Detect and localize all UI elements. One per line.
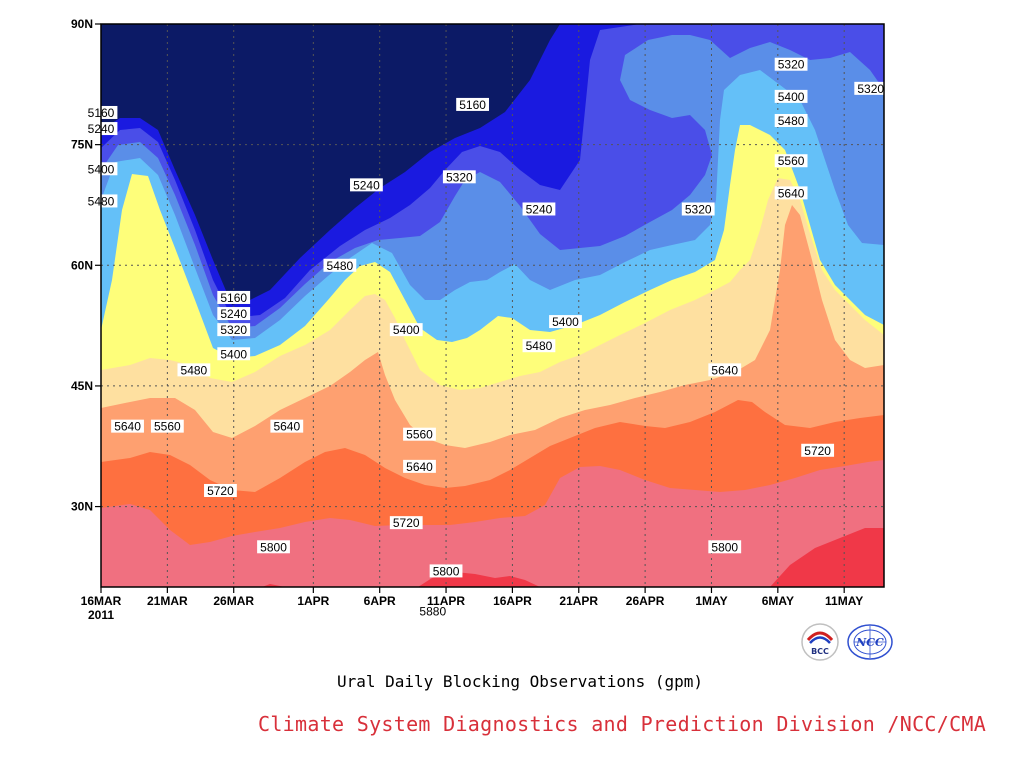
contour-label-box: [801, 443, 835, 457]
contour-label-box: [522, 202, 556, 216]
contour-label-box: [217, 307, 251, 321]
contour-label: 5400: [778, 90, 805, 104]
contour-label-box: [522, 339, 556, 353]
contour-label-box: [389, 516, 423, 530]
contour-label-box: [389, 323, 423, 337]
band-5800-5880: [101, 460, 884, 587]
contour-label: 5320: [685, 202, 712, 216]
contour-label-box: [204, 483, 237, 497]
x-tick-label: 21APR: [559, 594, 598, 608]
contour-label: 5240: [353, 178, 380, 192]
contour-label-box: [217, 290, 251, 304]
plot-frame: [100, 23, 885, 588]
contour-label: 5160: [220, 291, 247, 305]
contour-label-box: [403, 427, 436, 441]
x-tick-label: 21MAR: [147, 594, 188, 608]
filled-contour-bands: [101, 24, 884, 587]
contour-label-box: [456, 97, 489, 111]
contour-label-box: [442, 170, 476, 184]
contour-label-box: [217, 323, 251, 337]
contour-label: 5480: [181, 363, 208, 377]
contour-label-box: [217, 347, 251, 361]
contour-label-box: [774, 154, 808, 168]
bcc-logo-text: BCC: [811, 647, 829, 656]
contour-label: 5800: [260, 540, 287, 554]
contour-label-box: [774, 57, 808, 71]
contour-label-box: [403, 459, 436, 473]
contour-label: 5560: [406, 428, 433, 442]
contour-label-box: [681, 202, 715, 216]
contour-label: 5720: [207, 484, 234, 498]
contour-label: 5640: [406, 460, 433, 474]
x-tick-label: 11APR: [427, 594, 465, 608]
contour-label-box: [774, 186, 808, 200]
ncc-logo-text: NCC: [855, 636, 884, 649]
x-tick-label: 1APR: [297, 594, 329, 608]
contour-label: 5240: [220, 307, 247, 321]
ncc-logo: NCC: [846, 622, 894, 662]
contour-labels: 5160 5240 5400 5480 5640 5160 5240 5320 5400 5480…: [84, 57, 888, 619]
x-tick-label: 16MAR: [81, 594, 122, 608]
x-tick-label: 26APR: [626, 594, 665, 608]
contour-label: 5720: [393, 516, 420, 530]
credit-line: Climate System Diagnostics and Predictio…: [258, 712, 987, 736]
contour-label: 5240: [526, 202, 553, 216]
x-year-label: 2011: [88, 608, 114, 622]
contour-label: 5720: [804, 444, 831, 458]
contour-label: 5320: [857, 82, 884, 96]
contour-label: 5320: [446, 170, 473, 184]
contour-label: 5480: [526, 339, 553, 353]
contour-label-box: [150, 419, 184, 433]
contour-label: 5160: [459, 98, 486, 112]
y-tick-label: 60N: [71, 258, 93, 272]
x-tick-label: 11MAY: [825, 594, 863, 608]
y-tick-label: 90N: [71, 17, 93, 31]
contour-label: 5480: [778, 114, 805, 128]
contour-label: 5560: [154, 420, 181, 434]
y-tick-label: 45N: [71, 379, 93, 393]
chart-title: Ural Daily Blocking Observations (gpm): [336, 672, 704, 691]
y-tick-label: 75N: [71, 138, 93, 152]
contour-label: 5320: [220, 323, 247, 337]
contour-label-box: [350, 178, 383, 192]
contour-label-box: [323, 258, 357, 272]
contour-label: 5640: [778, 186, 805, 200]
contour-label: 5880: [419, 605, 446, 619]
band-above-5880-south-east: [770, 528, 884, 587]
contour-label-box: [111, 419, 144, 433]
contour-label: 5640: [273, 420, 300, 434]
contour-label-box: [854, 81, 888, 95]
contour-label-box: [177, 363, 211, 377]
contour-label-box: [708, 540, 742, 554]
bcc-logo: BCC: [800, 622, 840, 662]
x-tick-label: 6MAY: [762, 594, 794, 608]
contour-label-box: [774, 89, 808, 103]
contour-label: 5400: [552, 315, 579, 329]
x-tick-label: 16APR: [493, 594, 532, 608]
contour-label: 5320: [778, 58, 805, 72]
contour-label-box: [416, 604, 450, 618]
contour-label-box: [774, 114, 808, 128]
y-tick-label: 30N: [71, 500, 93, 514]
contour-label-box: [270, 419, 304, 433]
contour-label: 5560: [778, 154, 805, 168]
x-tick-label: 26MAR: [213, 594, 254, 608]
contour-label-box: [429, 564, 463, 578]
contour-label: 5400: [393, 323, 420, 337]
contour-label-box: [549, 315, 582, 329]
contour-label: 5800: [433, 564, 460, 578]
contour-label-box: [708, 363, 742, 377]
contour-label: 5640: [711, 363, 738, 377]
contour-label: 5480: [327, 259, 354, 273]
contour-label-box: [257, 540, 290, 554]
y-axis: 90N 75N 60N 45N 30N: [71, 17, 101, 514]
contour-label: 5800: [711, 540, 738, 554]
contour-label: 5640: [114, 420, 141, 434]
x-tick-label: 1MAY: [695, 594, 727, 608]
contour-label: 5400: [220, 347, 247, 361]
x-tick-label: 6APR: [364, 594, 396, 608]
x-axis: 16MAR 21MAR 26MAR 1APR 6APR 11APR 16APR 21APR 26…: [81, 587, 863, 622]
